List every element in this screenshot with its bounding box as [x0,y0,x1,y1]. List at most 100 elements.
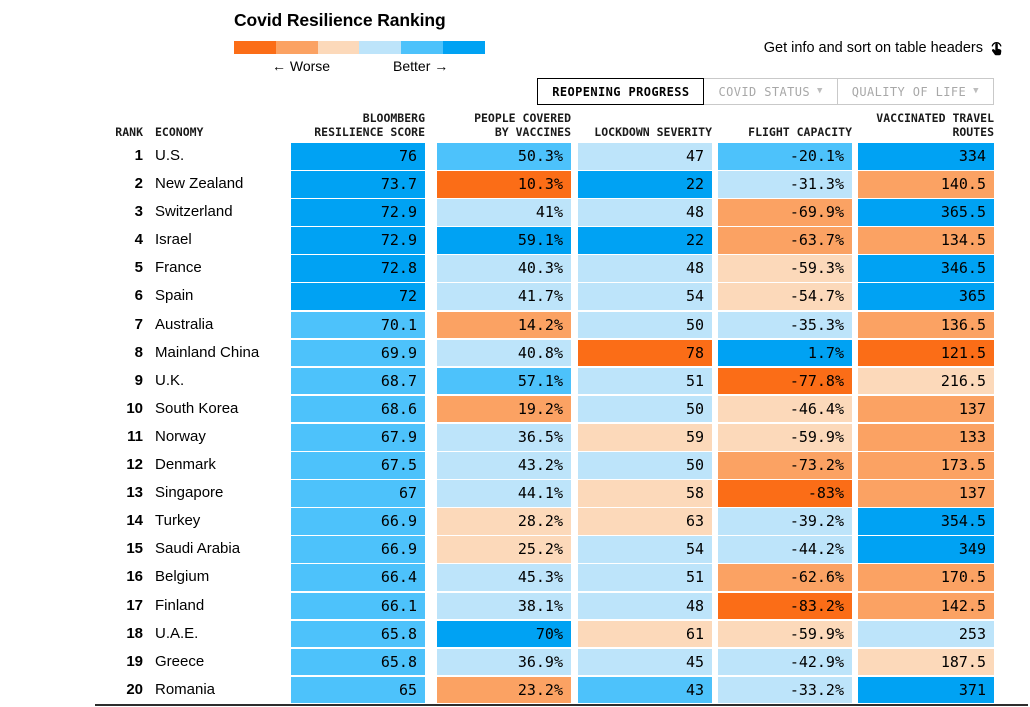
tab-label: COVID STATUS [718,84,810,99]
rank-cell: 15 [126,540,143,558]
value-cell: 66.9 [291,508,425,535]
tab-covid-status[interactable]: COVID STATUS ▼ [703,78,838,105]
value-cell: 187.5 [858,648,994,676]
economy-cell: Greece [155,652,205,670]
value-cell: 50 [578,395,712,423]
rank-cell: 2 [134,175,143,193]
table-row: 11 Norway 67.9 36.5% 59 -59.9% 133 [0,423,1030,451]
value-cell: 47 [578,143,712,170]
value-cell: 173.5 [858,452,994,479]
value-cell: 72.9 [291,227,425,254]
economy-cell: Singapore [155,484,224,502]
value-cell: 36.5% [437,423,571,451]
legend-worse-label: ← Worse [272,58,331,74]
value-cell: 41% [437,199,571,226]
value-cell: 48 [578,199,712,226]
rank-cell: 5 [134,259,143,277]
table-hint-text: Get info and sort on table headers [763,40,983,56]
value-cell: 40.8% [437,339,571,367]
value-cell: -63.7% [718,227,852,254]
economy-cell: South Korea [155,399,239,417]
value-cell: 51 [578,564,712,591]
chevron-down-icon: ▼ [816,86,823,96]
header-economy[interactable]: ECONOMY [155,124,204,139]
value-cell: 44.1% [437,480,571,507]
value-cell: -46.4% [718,395,852,423]
value-cell: 346.5 [858,255,994,282]
value-cell: 72.9 [291,199,425,226]
value-cell: 170.5 [858,564,994,591]
value-cell: 137 [858,395,994,423]
header-lockdown-severity[interactable]: LOCKDOWN SEVERITY [594,124,712,139]
table-row: 16 Belgium 66.4 45.3% 51 -62.6% 170.5 [0,564,1030,591]
economy-cell: Romania [155,680,216,698]
value-cell: 41.7% [437,283,571,311]
value-cell: 66.1 [291,592,425,620]
header-line: BLOOMBERG [362,111,425,125]
tab-label: QUALITY OF LIFE [851,84,967,99]
value-cell: 134.5 [858,227,994,254]
rank-cell: 19 [126,652,143,670]
rank-cell: 8 [134,343,143,361]
header-flight-capacity[interactable]: FLIGHT CAPACITY [748,124,852,139]
economy-cell: Norway [155,427,206,445]
value-cell: 354.5 [858,508,994,535]
rank-cell: 3 [134,203,143,221]
value-cell: 67 [291,480,425,507]
legend-labels: ← Worse Better → [234,58,485,76]
table-row: 8 Mainland China 69.9 40.8% 78 1.7% 121.5 [0,339,1030,367]
rank-cell: 13 [126,484,143,502]
value-cell: 253 [858,620,994,648]
chevron-down-icon: ▼ [973,86,979,96]
rank-cell: 17 [126,596,143,614]
header-line: BY VACCINES [494,124,571,139]
value-cell: 67.5 [291,452,425,479]
value-cell: 25.2% [437,536,571,563]
value-cell: -54.7% [718,283,852,311]
value-cell: 133 [858,423,994,451]
value-cell: 334 [858,143,994,170]
value-cell: -83% [718,480,852,507]
table-row: 13 Singapore 67 44.1% 58 -83% 137 [0,480,1030,507]
economy-cell: Spain [155,287,194,305]
value-cell: 63 [578,508,712,535]
table-row: 6 Spain 72 41.7% 54 -54.7% 365 [0,283,1030,311]
header-people-covered[interactable]: PEOPLE COVERED BY VACCINES [437,111,571,139]
table-row: 2 New Zealand 73.7 10.3% 22 -31.3% 140.5 [0,171,1030,198]
header-rank[interactable]: RANK [115,124,143,139]
tab-reopening-progress[interactable]: REOPENING PROGRESS [537,78,705,105]
header-vaccinated-routes[interactable]: VACCINATED TRAVEL ROUTES [858,111,994,139]
tab-quality-of-life[interactable]: QUALITY OF LIFE ▼ [836,78,994,105]
value-cell: -31.3% [718,171,852,198]
value-cell: 50.3% [437,143,571,170]
economy-cell: Saudi Arabia [155,540,241,558]
value-cell: 28.2% [437,508,571,535]
rank-cell: 6 [134,287,143,305]
header-line: RESILIENCE SCORE [314,124,425,139]
value-cell: 45 [578,648,712,676]
value-cell: 70% [437,620,571,648]
color-scale-legend [234,41,485,54]
table-row: 14 Turkey 66.9 28.2% 63 -39.2% 354.5 [0,508,1030,535]
value-cell: 59.1% [437,227,571,254]
economy-cell: New Zealand [155,175,244,193]
table-row: 15 Saudi Arabia 66.9 25.2% 54 -44.2% 349 [0,536,1030,563]
value-cell: 61 [578,620,712,648]
value-cell: 137 [858,480,994,507]
legend-color-swatch [317,41,360,54]
value-cell: 66.9 [291,536,425,563]
table-row: 3 Switzerland 72.9 41% 48 -69.9% 365.5 [0,199,1030,226]
table-row: 19 Greece 65.8 36.9% 45 -42.9% 187.5 [0,648,1030,676]
value-cell: 10.3% [437,171,571,198]
header-line: ROUTES [952,124,994,139]
value-cell: 140.5 [858,171,994,198]
header-resilience-score[interactable]: BLOOMBERG RESILIENCE SCORE [291,111,425,139]
value-cell: 45.3% [437,564,571,591]
rank-cell: 16 [126,568,143,586]
economy-cell: Australia [155,315,214,333]
value-cell: -33.2% [718,676,852,704]
value-cell: 19.2% [437,395,571,423]
header-line: PEOPLE COVERED [474,111,571,125]
value-cell: 69.9 [291,339,425,367]
